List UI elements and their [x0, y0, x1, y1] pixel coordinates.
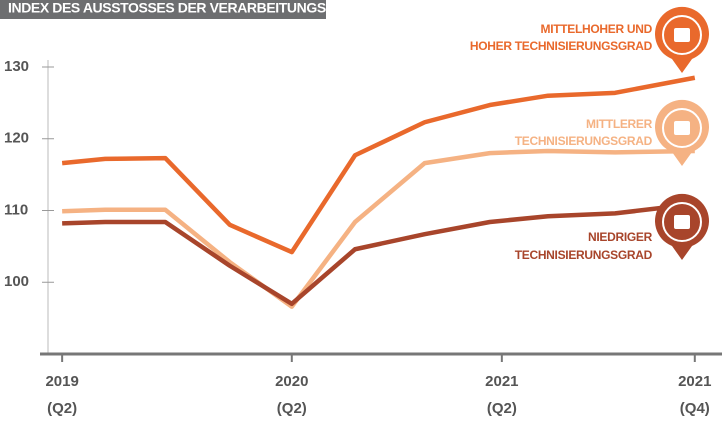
y-tick-label: 110 [4, 201, 28, 218]
series-line [62, 201, 696, 307]
x-tick-label: 2021 [678, 373, 711, 390]
series-line [62, 148, 695, 309]
x-tick-label: 2019 [45, 373, 78, 390]
x-tick-label: (Q2) [277, 400, 307, 417]
x-tick-label: (Q2) [47, 400, 77, 417]
legend-icon-glyph [674, 121, 690, 135]
title-bar [0, 0, 326, 19]
y-tick-label: 130 [4, 58, 29, 75]
x-tick-label: 2020 [275, 373, 308, 390]
legend-label: TECHNISIERUNGSGRAD [515, 248, 653, 262]
legend-label: MITTELHOHER UND [541, 22, 653, 36]
y-tick-label: 100 [4, 273, 29, 290]
series-line [61, 75, 696, 255]
legend-icon-glyph [674, 215, 690, 229]
legend-label: HOHER TECHNISIERUNGSGRAD [470, 39, 653, 53]
x-tick-label: (Q4) [680, 400, 710, 417]
legend-label: NIEDRIGER [588, 230, 653, 244]
legend-label: MITTLERER [586, 117, 653, 131]
x-tick-label: 2021 [485, 373, 518, 390]
chart-title: INDEX DES AUSSTOSSES DER VERARBEITUNGSIN… [8, 0, 398, 16]
x-tick-label: (Q2) [487, 400, 517, 417]
legend-icon-glyph [674, 28, 690, 42]
legend-label: TECHNISIERUNGSGRAD [515, 134, 653, 148]
y-tick-label: 120 [4, 130, 29, 147]
